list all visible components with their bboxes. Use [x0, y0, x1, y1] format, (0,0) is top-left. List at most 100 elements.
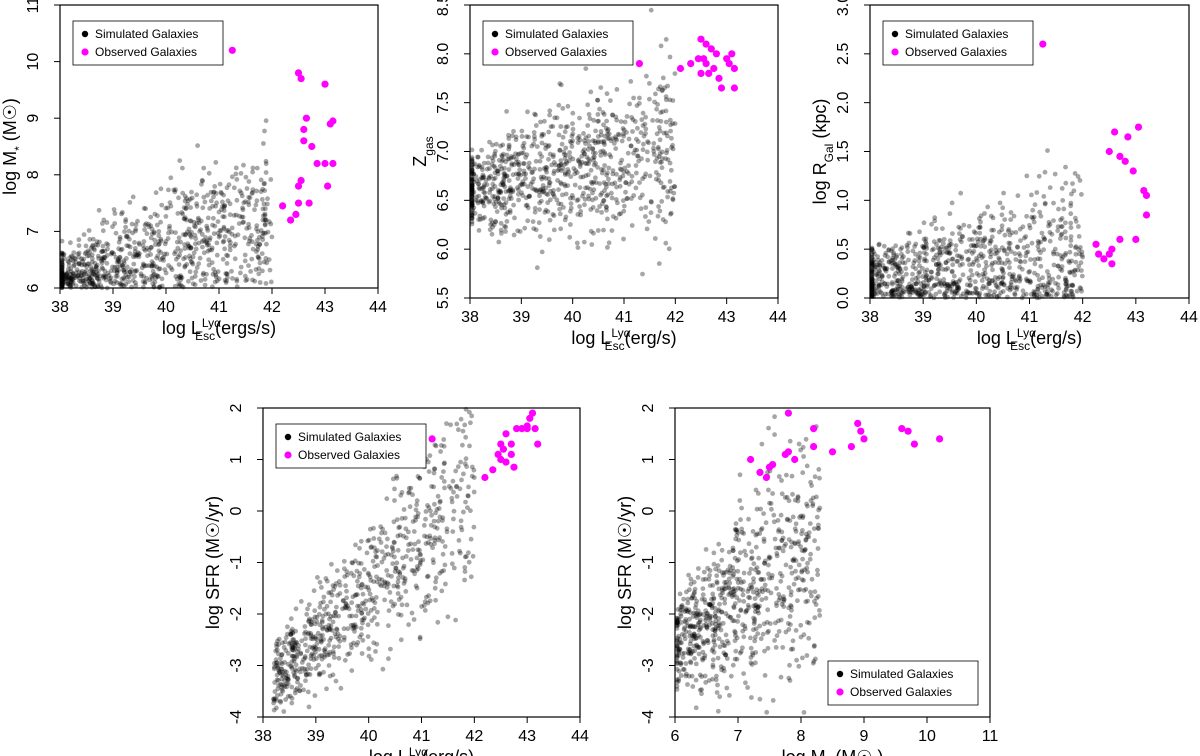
simulated-galaxy-point [899, 245, 905, 251]
simulated-galaxy-point [591, 158, 597, 163]
simulated-galaxy-point [674, 687, 680, 692]
simulated-galaxy-point [603, 204, 609, 210]
simulated-galaxy-point [811, 526, 817, 531]
simulated-galaxy-point [240, 205, 245, 211]
simulated-galaxy-point [655, 213, 661, 219]
simulated-galaxy-point [789, 473, 795, 479]
simulated-galaxy-point [228, 240, 233, 245]
simulated-galaxy-point [224, 252, 230, 258]
simulated-galaxy-point [65, 276, 70, 282]
simulated-galaxy-point [184, 196, 189, 201]
simulated-galaxy-point [613, 114, 619, 120]
simulated-galaxy-point [562, 129, 568, 135]
simulated-galaxy-point [996, 293, 1002, 298]
simulated-galaxy-point [965, 289, 971, 295]
simulated-galaxy-point [63, 275, 68, 280]
simulated-galaxy-point [71, 250, 77, 256]
simulated-galaxy-point [289, 647, 295, 653]
simulated-galaxy-point [102, 268, 108, 274]
simulated-galaxy-point [779, 529, 785, 535]
simulated-galaxy-point [489, 162, 495, 168]
simulated-galaxy-point [780, 535, 786, 541]
simulated-galaxy-point [365, 634, 371, 639]
simulated-galaxy-point [159, 202, 165, 208]
simulated-galaxy-point [916, 270, 922, 276]
simulated-galaxy-point [187, 253, 193, 259]
simulated-galaxy-point [90, 244, 95, 249]
simulated-galaxy-point [614, 137, 620, 143]
simulated-galaxy-point [563, 191, 569, 197]
simulated-galaxy-point [410, 519, 416, 524]
simulated-galaxy-point [481, 175, 486, 181]
simulated-galaxy-point [91, 246, 97, 252]
simulated-galaxy-point [804, 653, 810, 658]
simulated-galaxy-point [106, 272, 112, 278]
simulated-galaxy-point [195, 215, 201, 221]
simulated-galaxy-point [418, 552, 423, 558]
simulated-galaxy-point [516, 197, 521, 203]
observed-galaxy-point [507, 450, 515, 458]
simulated-galaxy-point [68, 276, 73, 281]
simulated-galaxy-point [246, 179, 252, 184]
observed-galaxy-point [489, 466, 497, 474]
simulated-galaxy-point [575, 135, 581, 141]
simulated-galaxy-point [474, 194, 479, 200]
simulated-galaxy-point [65, 270, 71, 276]
simulated-galaxy-point [558, 168, 564, 174]
simulated-galaxy-point [292, 667, 298, 673]
simulated-galaxy-point [399, 602, 405, 608]
simulated-galaxy-point [263, 118, 269, 124]
simulated-galaxy-point [1068, 225, 1074, 231]
simulated-galaxy-point [1061, 206, 1067, 212]
simulated-galaxy-point [508, 187, 513, 192]
simulated-galaxy-point [192, 223, 197, 229]
simulated-galaxy-point [959, 239, 964, 245]
simulated-galaxy-point [735, 568, 741, 574]
simulated-galaxy-point [421, 523, 427, 528]
simulated-galaxy-point [59, 283, 65, 289]
simulated-galaxy-point [581, 151, 587, 157]
simulated-galaxy-point [152, 211, 158, 217]
simulated-galaxy-point [250, 190, 255, 195]
simulated-galaxy-point [941, 280, 947, 286]
observed-galaxy-point [300, 125, 308, 134]
simulated-galaxy-point [620, 126, 626, 131]
simulated-galaxy-point [117, 234, 123, 240]
simulated-galaxy-point [1017, 276, 1023, 282]
simulated-galaxy-point [496, 199, 502, 205]
simulated-galaxy-point [146, 263, 152, 269]
simulated-galaxy-point [494, 168, 500, 174]
simulated-galaxy-point [523, 176, 528, 181]
simulated-galaxy-point [200, 178, 206, 184]
simulated-galaxy-point [342, 574, 348, 579]
simulated-galaxy-point [631, 95, 636, 101]
simulated-galaxy-point [468, 420, 473, 426]
simulated-galaxy-point [500, 157, 506, 163]
simulated-galaxy-point [100, 228, 106, 234]
simulated-galaxy-point [219, 207, 224, 213]
simulated-galaxy-point [484, 182, 490, 188]
simulated-galaxy-point [577, 137, 583, 143]
simulated-galaxy-point [60, 262, 65, 268]
simulated-galaxy-point [316, 662, 321, 668]
simulated-galaxy-point [794, 657, 799, 663]
simulated-galaxy-point [268, 177, 274, 182]
simulated-galaxy-point [1012, 291, 1018, 296]
simulated-galaxy-point [921, 220, 927, 226]
simulated-galaxy-point [364, 550, 370, 556]
simulated-galaxy-point [677, 591, 683, 597]
simulated-galaxy-point [171, 187, 177, 193]
simulated-galaxy-point [477, 213, 483, 219]
simulated-galaxy-point [469, 186, 475, 192]
simulated-galaxy-point [395, 584, 401, 590]
simulated-galaxy-point [148, 244, 154, 250]
simulated-galaxy-point [657, 137, 663, 143]
simulated-galaxy-point [668, 128, 673, 134]
simulated-galaxy-point [658, 180, 664, 186]
simulated-galaxy-point [534, 144, 540, 150]
y-tick-label: 1.5 [835, 140, 852, 162]
simulated-galaxy-point [610, 112, 615, 118]
simulated-galaxy-point [545, 144, 551, 149]
simulated-galaxy-point [537, 167, 543, 172]
